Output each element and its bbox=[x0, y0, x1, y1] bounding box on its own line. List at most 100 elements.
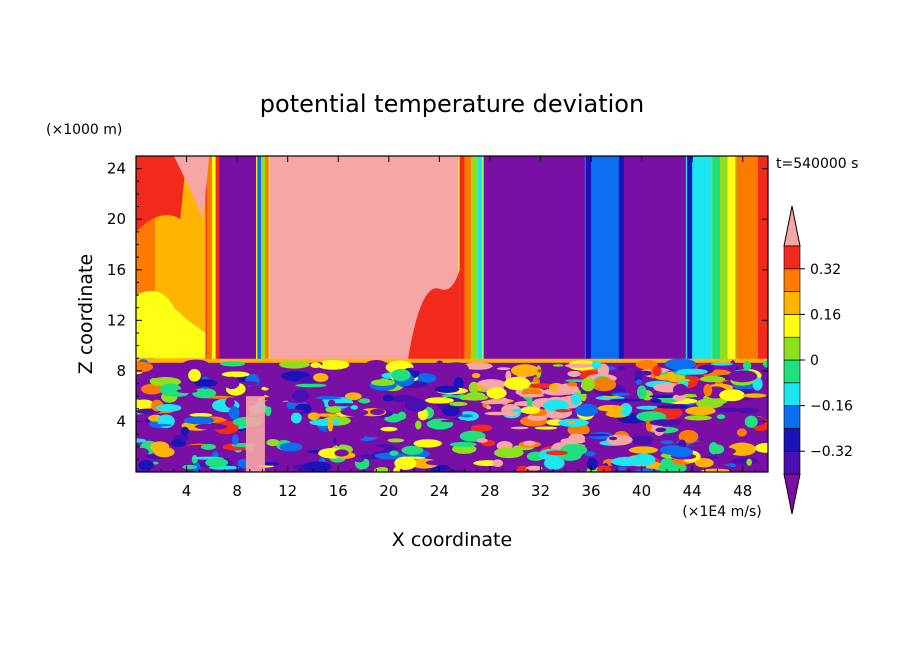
lower-patch bbox=[315, 396, 342, 400]
colorbar-label: −0.32 bbox=[810, 444, 853, 460]
y-tick-label: 4 bbox=[116, 412, 126, 430]
lower-patch bbox=[340, 408, 369, 417]
lower-patch bbox=[684, 415, 712, 421]
chart-title: potential temperature deviation bbox=[260, 90, 644, 118]
lower-patch bbox=[136, 438, 147, 443]
lower-patch bbox=[597, 404, 624, 412]
lower-patch bbox=[442, 406, 460, 417]
y-tick-label: 20 bbox=[107, 210, 126, 228]
lower-patch bbox=[486, 387, 507, 399]
lower-patch bbox=[228, 406, 240, 420]
lower-patch bbox=[519, 393, 545, 398]
lower-patch bbox=[401, 445, 424, 455]
lower-patch bbox=[492, 459, 504, 468]
lower-patch bbox=[290, 412, 302, 424]
lower-patch bbox=[370, 408, 385, 416]
lower-patch bbox=[220, 361, 246, 367]
lower-patch bbox=[325, 406, 342, 413]
lower-patch bbox=[729, 360, 736, 374]
lower-patch bbox=[393, 466, 400, 472]
y-axis-label: Z coordinate bbox=[75, 254, 97, 374]
lower-patch bbox=[382, 394, 394, 402]
lower-patch bbox=[263, 399, 285, 408]
lower-patch bbox=[635, 379, 643, 385]
lower-patch bbox=[313, 372, 329, 383]
lower-patch bbox=[475, 385, 484, 391]
lower-patch bbox=[189, 413, 213, 417]
lower-patch bbox=[440, 419, 467, 423]
lower-patch bbox=[631, 435, 654, 446]
lower-patch bbox=[606, 434, 633, 446]
lower-patch bbox=[596, 465, 612, 472]
lower-patch bbox=[650, 398, 662, 404]
lower-patch bbox=[180, 426, 190, 436]
lower-patch bbox=[368, 367, 382, 379]
lower-patch bbox=[609, 436, 618, 441]
upper-red-mound bbox=[407, 269, 460, 361]
lower-patch bbox=[591, 378, 617, 392]
lower-patch bbox=[425, 429, 451, 438]
lower-patch bbox=[699, 375, 726, 383]
lower-patch bbox=[449, 401, 468, 407]
y-tick-label: 24 bbox=[107, 160, 126, 178]
lower-patch bbox=[225, 397, 235, 408]
lower-patch bbox=[449, 441, 477, 448]
lower-patch bbox=[672, 394, 686, 401]
y-tick-label: 16 bbox=[107, 261, 126, 279]
lower-patch bbox=[344, 392, 362, 401]
lower-patch bbox=[295, 383, 327, 388]
lower-patch bbox=[194, 423, 228, 430]
lower-patch bbox=[279, 442, 303, 452]
x-axis-label: X coordinate bbox=[392, 529, 512, 551]
colorbar-band bbox=[783, 268, 801, 292]
lower-patch bbox=[695, 388, 701, 397]
x-tick-label: 36 bbox=[581, 482, 600, 500]
edge-band-0 bbox=[206, 156, 212, 361]
lower-patch bbox=[485, 405, 492, 410]
x-axis: 4 8 12 16 20 24 28 32 36 40 44 48 bbox=[148, 156, 756, 500]
lower-patch bbox=[358, 446, 385, 453]
lower-patch bbox=[231, 434, 239, 446]
lower-patch bbox=[141, 383, 163, 395]
lower-patch bbox=[525, 465, 543, 471]
colorbar-band bbox=[783, 291, 801, 315]
lower-patch bbox=[292, 389, 309, 402]
lower-patch bbox=[367, 432, 400, 438]
lower-patch bbox=[380, 426, 398, 432]
lower-patch bbox=[136, 447, 149, 457]
colorbar: 0.32 0.16 0 −0.16 −0.32 bbox=[783, 205, 853, 515]
edge-band-9 bbox=[585, 156, 592, 361]
lower-patch bbox=[504, 376, 531, 391]
y-tick-label: 12 bbox=[107, 311, 126, 329]
colorbar-band bbox=[783, 245, 801, 270]
lower-patch bbox=[302, 461, 332, 472]
lower-patch bbox=[554, 408, 572, 413]
edge-band-1 bbox=[211, 156, 216, 361]
lower-patch bbox=[327, 418, 334, 432]
lower-patch bbox=[183, 416, 215, 425]
lower-patch bbox=[664, 358, 697, 370]
lower-patch bbox=[700, 468, 731, 472]
colorbar-band bbox=[783, 359, 801, 384]
lower-patch bbox=[746, 458, 752, 466]
lower-patch bbox=[476, 438, 488, 443]
lower-patch bbox=[611, 456, 643, 467]
lower-patch bbox=[638, 370, 652, 376]
y-unit-label: (×1000 m) bbox=[46, 122, 122, 138]
lower-patch bbox=[394, 456, 417, 470]
lower-patch bbox=[591, 360, 602, 369]
lower-patch bbox=[510, 426, 529, 430]
colorbar-band bbox=[783, 382, 801, 406]
edge-band-8 bbox=[477, 156, 483, 361]
x-tick-label: 12 bbox=[278, 482, 297, 500]
lower-patch bbox=[696, 398, 724, 409]
lower-patch bbox=[150, 423, 172, 427]
lower-patch bbox=[568, 420, 575, 424]
time-label: t=540000 s bbox=[776, 156, 858, 172]
lower-patch bbox=[413, 439, 442, 448]
lower-patch bbox=[618, 466, 627, 471]
lower-patch bbox=[365, 359, 387, 369]
colorbar-extend-top bbox=[783, 205, 801, 247]
lower-patch bbox=[501, 403, 521, 417]
